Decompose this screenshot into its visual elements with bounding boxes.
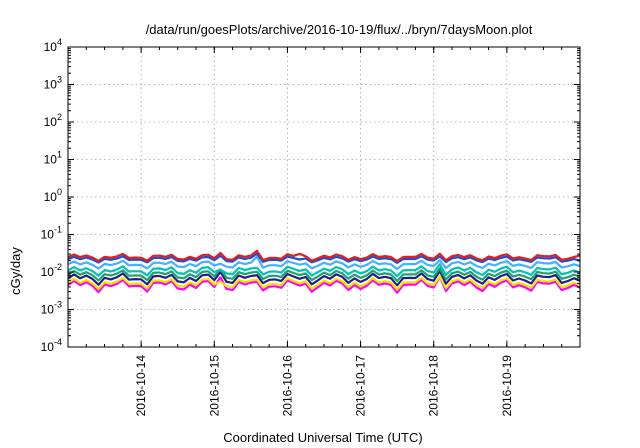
series-line-8 <box>67 275 581 294</box>
series-line-4 <box>67 263 581 278</box>
y-tick-label: 10-3 <box>41 300 62 317</box>
series-line-5 <box>67 267 581 282</box>
y-tick-label: 103 <box>44 75 62 92</box>
x-tick-label: 2016-10-15 <box>207 355 221 417</box>
series-line-6 <box>67 269 581 287</box>
series-line-1 <box>67 249 581 263</box>
x-tick-label: 2016-10-17 <box>354 355 368 417</box>
plot-frame <box>67 46 581 348</box>
y-tick-label: 10-1 <box>41 225 62 242</box>
x-tick-label: 2016-10-16 <box>280 355 294 417</box>
y-tick-label: 10-2 <box>41 262 62 279</box>
grid <box>68 47 580 347</box>
series-layer <box>67 249 581 294</box>
series-line-2 <box>67 252 581 264</box>
x-tick-label: 2016-10-19 <box>500 355 514 417</box>
x-tick-label: 2016-10-18 <box>427 355 441 417</box>
y-tick-label: 100 <box>44 187 62 204</box>
series-line-3 <box>67 255 581 271</box>
series-line-7 <box>67 275 581 291</box>
x-axis-label: Coordinated Universal Time (UTC) <box>223 430 422 445</box>
y-axis-ticks: 10-4 10-3 10-2 10-1 100 101 102 103 104 <box>41 37 580 354</box>
y-tick-label: 104 <box>44 37 62 54</box>
y-tick-label: 102 <box>44 112 62 129</box>
x-axis-ticks: 2016-10-14 2016-10-15 2016-10-16 2016-10-17… <box>67 47 581 417</box>
x-tick-label: 2016-10-14 <box>134 355 148 417</box>
chart-title: /data/run/goesPlots/archive/2016-10-19/f… <box>146 22 533 37</box>
y-axis-label: cGy/day <box>8 247 23 295</box>
y-tick-label: 10-4 <box>41 337 62 354</box>
y-tick-label: 101 <box>44 150 62 167</box>
